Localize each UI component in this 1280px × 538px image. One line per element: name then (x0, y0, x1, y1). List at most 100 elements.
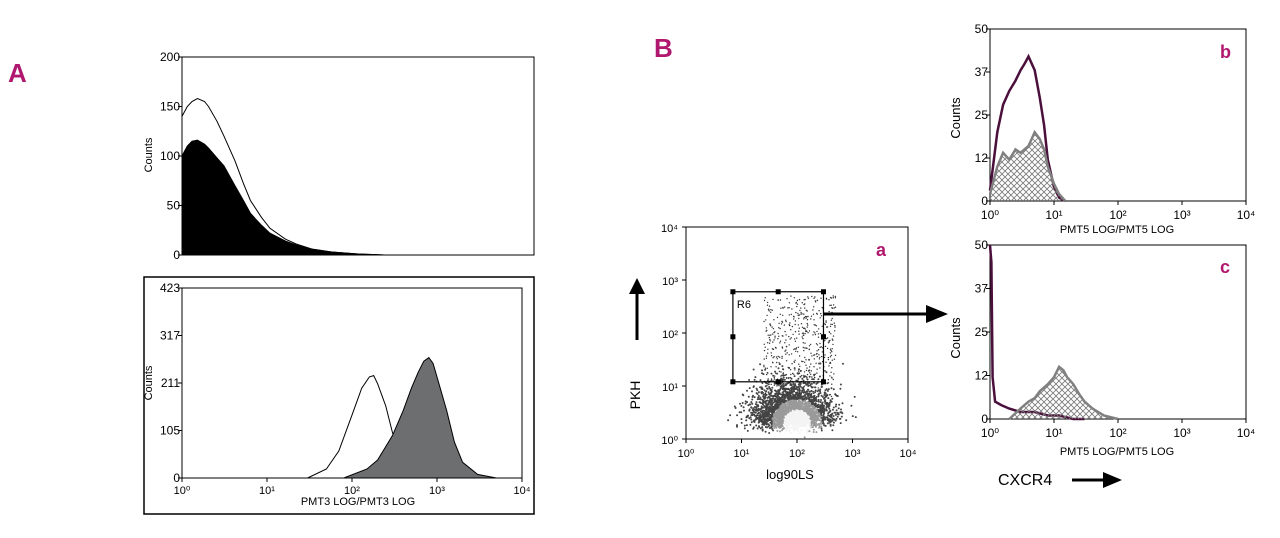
scatter-point (832, 339, 834, 341)
scatter-point (825, 298, 828, 300)
y-tick-label: 10⁰ (661, 435, 678, 447)
scatter-point (789, 380, 792, 382)
scatter-point (792, 385, 795, 388)
scatter-point (764, 410, 767, 413)
scatter-point (775, 366, 777, 368)
scatter-point (790, 426, 793, 429)
scatter-point (828, 405, 831, 407)
scatter-point (759, 363, 762, 366)
scatter-point (770, 399, 773, 402)
scatter-point (780, 379, 783, 382)
panel-label-a: a (876, 240, 887, 260)
scatter-point (773, 424, 776, 427)
scatter-point (817, 399, 820, 402)
scatter-point (828, 299, 830, 301)
scatter-point (757, 421, 760, 424)
scatter-point (772, 416, 775, 419)
scatter-point (788, 314, 790, 316)
scatter-point (751, 402, 754, 405)
scatter-point (775, 402, 778, 405)
scatter-point (793, 403, 796, 406)
scatter-point (767, 418, 770, 420)
scatter-point (795, 347, 798, 349)
scatter-point (761, 409, 764, 412)
scatter-point (759, 398, 762, 401)
scatter-point (793, 361, 795, 363)
scatter-point (830, 400, 833, 403)
scatter-point (805, 369, 808, 372)
scatter-point (782, 379, 784, 382)
scatter-point (748, 409, 751, 412)
scatter-point (839, 383, 842, 386)
y-tick-label: 105 (160, 424, 180, 438)
scatter-point (797, 429, 800, 432)
scatter-point (819, 332, 822, 335)
scatter-point (816, 372, 818, 374)
scatter-point (763, 423, 766, 426)
scatter-point (825, 388, 828, 391)
scatter-point (808, 416, 810, 419)
scatter-point (807, 332, 809, 334)
scatter-point (759, 414, 762, 417)
scatter-point (830, 319, 832, 321)
scatter-point (813, 324, 815, 326)
scatter-point (786, 392, 789, 394)
scatter-point (794, 340, 797, 342)
scatter-point (788, 302, 791, 304)
scatter-point (779, 299, 782, 301)
scatter-point (834, 295, 837, 298)
scatter-point (779, 313, 781, 315)
scatter-point (794, 369, 796, 371)
scatter-point (830, 297, 833, 299)
scatter-point (754, 418, 757, 421)
scatter-point (784, 383, 787, 386)
scatter-point (816, 313, 818, 315)
scatter-point (766, 383, 769, 385)
scatter-point (810, 424, 813, 427)
scatter-point (841, 402, 844, 405)
scatter-point (797, 411, 800, 414)
scatter-point (811, 378, 814, 381)
scatter-point (814, 391, 816, 394)
scatter-point (788, 421, 790, 424)
scatter-point (763, 366, 765, 368)
scatter-point (776, 429, 779, 432)
scatter-point (815, 396, 818, 398)
scatter-point (801, 420, 804, 423)
scatter-point (814, 417, 817, 420)
scatter-point (794, 331, 797, 333)
scatter-point (795, 350, 797, 352)
y-axis-label: Counts (143, 137, 155, 172)
scatter-point (743, 424, 746, 427)
scatter-point (811, 376, 813, 378)
scatter-point (803, 313, 805, 315)
scatter-point (770, 366, 772, 368)
scatter-point (813, 411, 816, 414)
scatter-point (767, 334, 769, 336)
scatter-point (804, 315, 807, 318)
scatter-point (828, 403, 831, 406)
y-axis-label: PKH (627, 381, 643, 410)
scatter-point (834, 330, 836, 332)
scatter-point (810, 373, 812, 375)
scatter-point (781, 429, 783, 432)
scatter-point (752, 420, 755, 423)
scatter-point (815, 325, 818, 327)
scatter-point (794, 425, 797, 428)
scatter-point (820, 399, 822, 401)
scatter-point (763, 299, 766, 302)
scatter-point (835, 417, 838, 420)
scatter-cloud (727, 295, 857, 439)
scatter-point (795, 428, 798, 431)
scatter-point (771, 417, 774, 420)
scatter-point (803, 316, 805, 319)
scatter-point (746, 429, 749, 432)
scatter-point (773, 319, 775, 321)
scatter-point (798, 355, 801, 357)
scatter-point (806, 319, 809, 321)
scatter-point (789, 422, 792, 425)
scatter-point (759, 379, 762, 382)
panel-label-c: c (1220, 257, 1230, 277)
scatter-point (790, 431, 793, 434)
scatter-point (820, 425, 823, 428)
